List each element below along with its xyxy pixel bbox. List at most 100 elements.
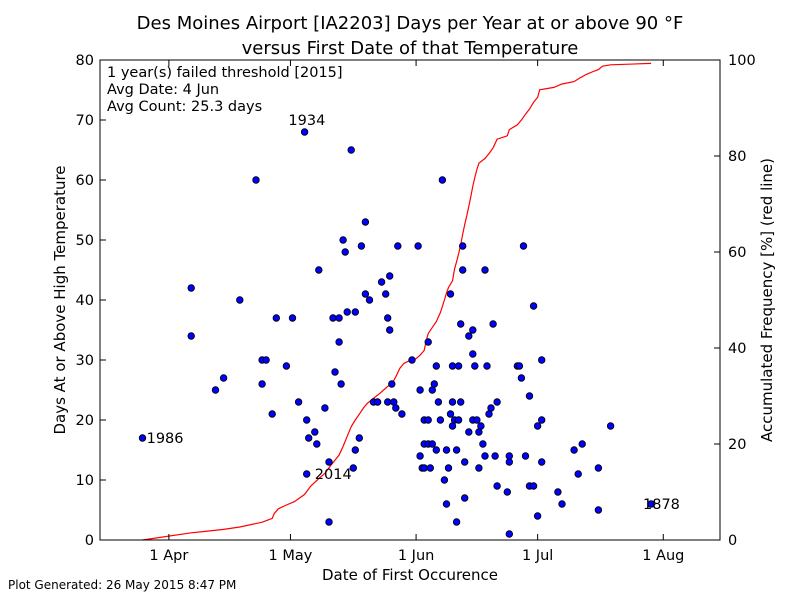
plot-area <box>100 60 720 540</box>
scatter-point <box>377 278 386 286</box>
scatter-point <box>382 290 390 298</box>
scatter-point <box>452 446 461 454</box>
y-tick-label: 10 <box>76 473 94 489</box>
info-line-2: Avg Date: 4 Jun <box>107 82 219 98</box>
scatter-point <box>521 452 530 460</box>
scatter-point <box>187 332 195 340</box>
y2-tick-label: 100 <box>728 53 756 69</box>
scatter-point <box>351 446 359 454</box>
scatter-point <box>442 500 451 508</box>
scatter-point <box>479 440 487 448</box>
scatter-point <box>386 272 394 280</box>
scatter-point <box>469 350 477 358</box>
scatter-point <box>384 314 392 322</box>
scatter-point <box>481 452 489 460</box>
scatter-point <box>343 308 351 316</box>
scatter-point <box>432 446 440 454</box>
scatter-point <box>430 380 438 388</box>
scatter-point <box>558 500 566 508</box>
scatter-point <box>461 494 469 502</box>
scatter-point <box>392 404 400 412</box>
x-tick-label: 1 Apr <box>149 548 188 564</box>
year-annotation: 2014 <box>315 467 352 483</box>
scatter-point <box>459 266 467 274</box>
scatter-point <box>448 362 457 370</box>
scatter-point <box>347 146 355 154</box>
scatter-point <box>457 398 465 406</box>
scatter-point <box>515 362 524 370</box>
scatter-point <box>442 446 451 454</box>
scatter-point <box>390 398 398 406</box>
scatter-point <box>303 416 311 424</box>
scatter-point <box>311 428 319 436</box>
scatter-point <box>339 236 347 244</box>
scatter-point <box>351 308 359 316</box>
scatter-point <box>420 464 428 472</box>
scatter-point <box>533 512 542 520</box>
scatter-point <box>416 452 424 460</box>
scatter-point <box>219 374 228 382</box>
scatter-point <box>505 452 513 460</box>
scatter-point <box>288 314 297 322</box>
scatter-point <box>481 266 489 274</box>
scatter-point <box>272 314 280 322</box>
scatter-point <box>414 242 422 250</box>
scatter-points-layer <box>138 128 655 538</box>
scatter-point <box>325 458 333 466</box>
scatter-point <box>305 434 313 442</box>
scatter-point <box>475 464 483 472</box>
scatter-point <box>538 356 546 364</box>
scatter-point <box>438 176 447 184</box>
scatter-point <box>294 398 303 406</box>
scatter-point <box>525 392 534 400</box>
scatter-point <box>315 266 323 274</box>
y2-tick-label: 20 <box>728 437 746 453</box>
scatter-point <box>432 362 440 370</box>
scatter-point <box>337 380 345 388</box>
scatter-point <box>469 326 477 334</box>
scatter-point <box>529 302 538 310</box>
year-annotation: 1878 <box>643 497 680 513</box>
scatter-point <box>594 464 603 472</box>
y2-tick-label: 80 <box>728 149 746 165</box>
scatter-point <box>465 428 473 436</box>
scatter-point <box>461 458 469 466</box>
scatter-point <box>519 242 528 250</box>
scatter-point <box>388 380 396 388</box>
x-tick-label: 1 Jul <box>522 548 553 564</box>
scatter-point <box>329 314 337 322</box>
y-tick-label: 50 <box>76 233 94 249</box>
scatter-point <box>489 320 497 328</box>
accumulated-frequency-line <box>142 62 652 541</box>
scatter-point <box>365 296 374 304</box>
y2-tick-label: 40 <box>728 341 746 357</box>
scatter-point <box>446 410 455 418</box>
scatter-point <box>493 482 501 490</box>
scatter-point <box>187 284 195 292</box>
scatter-point <box>300 128 309 136</box>
scatter-point <box>459 242 467 250</box>
scatter-point <box>505 530 513 538</box>
scatter-point <box>252 176 260 184</box>
info-line-1: 1 year(s) failed threshold [2015] <box>107 65 343 81</box>
scatter-point <box>331 368 339 376</box>
scatter-point <box>457 320 465 328</box>
scatter-point <box>384 398 392 406</box>
scatter-point <box>448 398 457 406</box>
scatter-point <box>408 356 416 364</box>
x-tick-label: 1 Aug <box>642 548 684 564</box>
scatter-point <box>398 410 406 418</box>
scatter-point <box>454 362 463 370</box>
scatter-point <box>533 422 542 430</box>
scatter-point <box>355 434 363 442</box>
info-line-3: Avg Count: 25.3 days <box>107 99 262 115</box>
y2-axis-label: Accumulated Frequency [%] (red line) <box>758 158 776 442</box>
scatter-point <box>361 218 370 226</box>
scatter-point <box>454 416 463 424</box>
scatter-point <box>475 428 483 436</box>
y-tick-label: 70 <box>76 113 94 129</box>
y2-tick-label: 0 <box>728 533 737 549</box>
scatter-point <box>436 416 445 424</box>
year-annotation: 1934 <box>288 113 325 129</box>
